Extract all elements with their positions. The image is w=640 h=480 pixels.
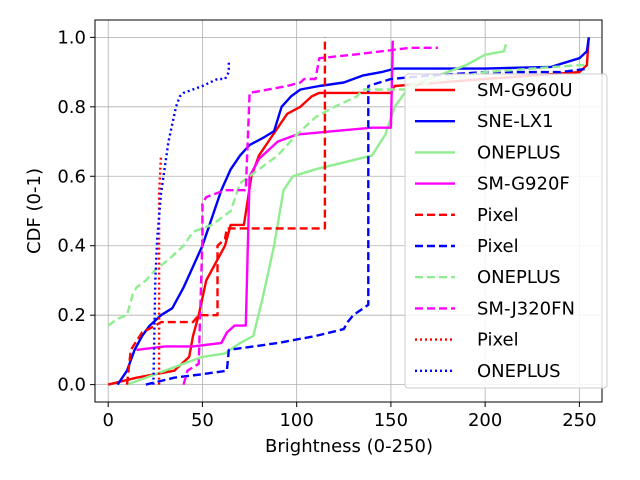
series-line-1	[107, 37, 590, 386]
x-tick-label: 0	[102, 410, 113, 431]
y-axis-label: CDF (0-1)	[24, 168, 45, 254]
legend-label: ONEPLUS	[477, 361, 561, 382]
series-line-8	[182, 46, 438, 385]
y-tick-label: 0.8	[57, 97, 86, 118]
legend-label: Pixel	[477, 330, 519, 351]
series-line-5	[125, 37, 327, 385]
x-tick-label: 100	[279, 410, 313, 431]
legend-box	[404, 73, 608, 389]
x-tick-label: 200	[468, 410, 502, 431]
y-tick-label: 0.4	[57, 236, 86, 257]
plot-series	[107, 37, 590, 386]
legend-label: ONEPLUS	[477, 142, 561, 163]
y-tick-label: 0.2	[57, 305, 86, 326]
series-line-9	[157, 155, 163, 385]
x-tick-label: 250	[562, 410, 596, 431]
x-tick-label: 150	[374, 410, 408, 431]
series-line-3	[126, 43, 508, 386]
legend-label: ONEPLUS	[477, 267, 561, 288]
legend-label: Pixel	[477, 236, 519, 257]
y-tick-label: 1.0	[57, 27, 86, 48]
legend: SM-G960U SNE-LX1 ONEPLUS SM-G920F Pixel Pixel…	[404, 73, 608, 389]
series-line-2	[116, 37, 590, 386]
legend-label: SM-G960U	[477, 80, 573, 101]
legend-label: SM-J320FN	[477, 298, 575, 319]
y-tick-label: 0.6	[57, 166, 86, 187]
legend-label: SM-G920F	[477, 174, 570, 195]
legend-label: SNE-LX1	[477, 111, 554, 132]
axis-ticks: 0 50 100 150 200 250 0.0 0.2 0.4 0.6 0.8 1.0	[57, 27, 596, 431]
series-line-4	[136, 40, 394, 352]
x-tick-label: 50	[191, 410, 214, 431]
x-axis-label: Brightness (0-250)	[265, 436, 433, 457]
legend-label: Pixel	[477, 205, 519, 226]
series-line-10	[152, 61, 231, 385]
y-tick-label: 0.0	[57, 375, 86, 396]
